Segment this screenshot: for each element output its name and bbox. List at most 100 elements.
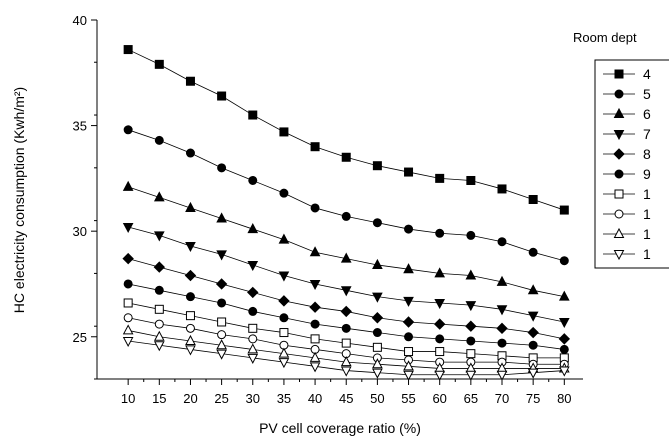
series-4 xyxy=(122,222,570,329)
x-tick-label: 35 xyxy=(277,391,291,406)
data-point xyxy=(185,311,195,321)
x-tick-label: 25 xyxy=(214,391,228,406)
data-point xyxy=(278,358,290,369)
data-point xyxy=(122,252,134,265)
y-tick-label: 35 xyxy=(73,119,87,134)
series-8 xyxy=(123,313,569,369)
data-point xyxy=(402,316,415,328)
legend-entry: 1 xyxy=(603,246,651,262)
data-point xyxy=(403,370,414,381)
data-point xyxy=(247,260,259,272)
data-point xyxy=(341,152,351,162)
series-2 xyxy=(123,125,569,266)
data-point xyxy=(559,205,569,215)
data-point xyxy=(310,203,320,213)
data-point xyxy=(340,356,352,367)
series-5 xyxy=(122,252,571,345)
data-point xyxy=(434,298,446,310)
series-3 xyxy=(122,180,570,301)
data-point xyxy=(185,201,196,212)
legend-box xyxy=(594,59,669,269)
legend-marker xyxy=(613,107,625,118)
data-point xyxy=(248,323,258,333)
data-point xyxy=(434,267,446,278)
data-point xyxy=(528,340,538,350)
data-point xyxy=(248,110,258,120)
data-point xyxy=(465,269,477,280)
data-point xyxy=(466,349,476,359)
data-point xyxy=(341,211,351,221)
legend-marker xyxy=(614,169,624,179)
data-point xyxy=(496,305,508,316)
data-point xyxy=(248,334,258,344)
data-point xyxy=(527,368,539,379)
data-point xyxy=(372,161,382,171)
legend-marker xyxy=(614,209,624,219)
x-tick-label: 55 xyxy=(401,391,415,406)
data-point xyxy=(372,258,383,269)
y-tick-label: 25 xyxy=(73,330,87,345)
data-point xyxy=(372,358,383,369)
legend-label: 7 xyxy=(643,126,651,142)
data-point xyxy=(123,298,133,308)
data-point xyxy=(497,338,507,348)
data-point xyxy=(404,167,414,177)
data-point xyxy=(247,286,259,299)
data-point xyxy=(496,275,508,286)
data-point xyxy=(403,360,414,371)
data-point xyxy=(403,263,414,274)
x-tick-label: 45 xyxy=(339,391,353,406)
data-point xyxy=(528,195,538,204)
data-point xyxy=(123,279,133,289)
data-point xyxy=(404,347,414,357)
data-point xyxy=(154,59,164,69)
x-tick-label: 70 xyxy=(495,391,509,406)
legend-marker xyxy=(614,89,624,99)
data-point xyxy=(371,312,384,324)
x-tick-label: 30 xyxy=(246,391,260,406)
data-point xyxy=(434,370,446,381)
data-point xyxy=(122,180,134,191)
legend-marker xyxy=(613,130,625,141)
data-point xyxy=(559,256,569,266)
data-point xyxy=(403,296,414,307)
series-6 xyxy=(123,279,569,354)
data-point xyxy=(247,353,259,364)
data-point xyxy=(185,292,195,302)
data-point xyxy=(496,322,508,335)
x-axis: 10 15 20 25 30 35 40 45 50 55 60 65 70 75 80 xyxy=(97,378,583,406)
data-point xyxy=(558,290,570,301)
data-point xyxy=(372,218,382,228)
data-point xyxy=(154,304,164,314)
x-tick-label: 15 xyxy=(152,391,166,406)
data-point xyxy=(247,343,259,354)
data-point xyxy=(216,339,227,350)
y-axis: 25 30 35 40 xyxy=(73,13,98,380)
data-point xyxy=(527,311,539,322)
data-point xyxy=(217,317,227,327)
data-point xyxy=(215,278,228,290)
data-point xyxy=(341,338,351,348)
data-point xyxy=(497,237,507,247)
legend-label: 1 xyxy=(643,246,651,262)
x-tick-label: 65 xyxy=(464,391,478,406)
data-point xyxy=(465,301,477,312)
data-point xyxy=(309,362,321,373)
y-tick-label: 30 xyxy=(73,224,87,239)
x-tick-label: 50 xyxy=(370,391,384,406)
data-point xyxy=(558,333,571,345)
data-point xyxy=(216,349,227,360)
data-point xyxy=(404,224,414,234)
legend-marker xyxy=(614,69,624,79)
data-point xyxy=(217,330,227,340)
data-point xyxy=(154,135,164,145)
data-point xyxy=(216,212,227,223)
data-point xyxy=(153,191,165,202)
series-layer xyxy=(122,45,571,381)
legend-entry: 7 xyxy=(603,126,651,142)
legend-entry: 1 xyxy=(603,186,651,202)
legend-label: 5 xyxy=(643,86,651,102)
legend-entry: 8 xyxy=(603,146,651,162)
data-point xyxy=(122,222,134,234)
legend-label: 6 xyxy=(643,106,651,122)
